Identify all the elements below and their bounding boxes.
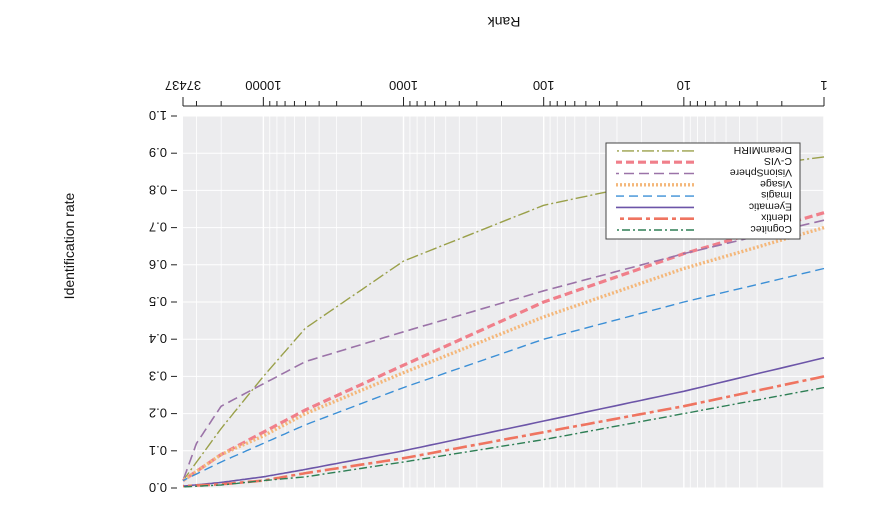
x-tick-label: 100 (533, 78, 555, 93)
legend-label: Visage (760, 178, 792, 190)
y-tick-label: 0.7 (149, 220, 167, 235)
legend-label: VisionSphere (730, 167, 792, 179)
y-tick-label: 0.2 (149, 406, 167, 421)
y-tick-label: 0.3 (149, 368, 167, 383)
y-tick-label: 0.1 (149, 443, 167, 458)
x-axis-label: Rank (487, 14, 521, 30)
series-line-eyematic (182, 357, 825, 487)
legend-label: Eyematic (749, 200, 792, 212)
x-tick-label: 37437 (165, 78, 201, 93)
y-axis-label: Identification rate (61, 192, 77, 299)
y-tick-label: 0.9 (149, 145, 167, 160)
y-tick-label: 1.0 (149, 108, 167, 123)
legend-label: Cognitec (751, 223, 792, 235)
x-axis: 1 10 100 1000 10000 37437 (165, 78, 828, 107)
y-tick-label: 0.0 (149, 480, 167, 495)
x-tick-label: 10 (677, 78, 691, 93)
series-line-imagis (182, 267, 825, 482)
x-tick-label: 1 (820, 78, 827, 93)
legend-label: C-VIS (764, 155, 792, 167)
legend: CognitecIdentixEyematicImagisVisageVisio… (605, 142, 801, 240)
y-tick-label: 0.5 (149, 294, 167, 309)
y-tick-label: 0.4 (149, 331, 167, 346)
legend-label: Imagis (761, 189, 792, 201)
legend-label: Identix (760, 212, 792, 224)
x-tick-label: 1000 (389, 78, 418, 93)
series-line-cognitec (182, 386, 825, 488)
y-tick-label: 0.6 (149, 257, 167, 272)
series-lines (182, 156, 825, 488)
series-line-visage (182, 225, 825, 482)
series-line-visionsphere (182, 219, 825, 481)
x-tick-label: 10000 (245, 78, 281, 93)
legend-label: DreamMIRH (734, 144, 792, 156)
y-tick-label: 0.8 (149, 182, 167, 197)
y-axis: 0.0 0.1 0.2 0.3 0.4 0.5 0.6 0.7 0.8 0.9 1.0 (149, 108, 177, 495)
legend-box (605, 142, 801, 240)
